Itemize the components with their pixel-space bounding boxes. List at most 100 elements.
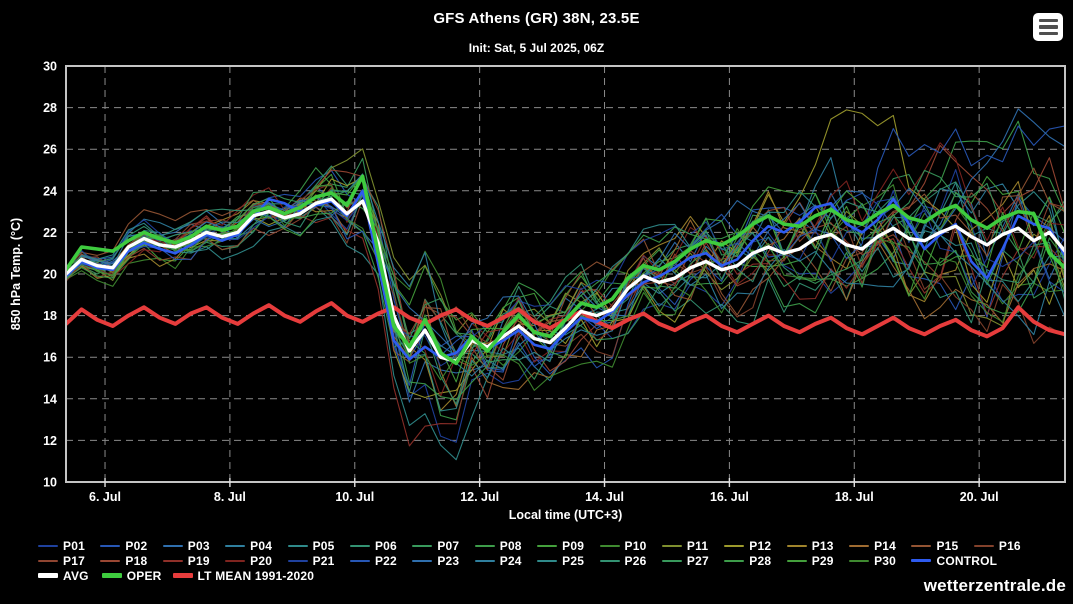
- legend-item-p01: P01: [38, 539, 100, 553]
- legend-swatch: [724, 544, 745, 547]
- legend-item-p06: P06: [349, 538, 412, 553]
- legend-swatch: [162, 559, 183, 562]
- x-tick-label: 14. Jul: [585, 490, 624, 504]
- legend-label: P13: [811, 538, 834, 553]
- x-axis-title: Local time (UTC+3): [509, 508, 623, 522]
- legend-item-p12: P12: [724, 539, 786, 553]
- series-P28: [66, 197, 1065, 400]
- legend-row-members-2: P17 P18 P19 P20 P21 P22 P23 P24 P25 P26 P27 P28 P29 P…: [0, 553, 1073, 568]
- legend-item-lt-mean-1991-2020: LT MEAN 1991-2020: [172, 568, 315, 583]
- legend-item-p20: P20: [225, 554, 287, 568]
- legend-label: P30: [874, 553, 897, 568]
- y-tick-label: 20: [43, 268, 57, 282]
- legend-item-oper: OPER: [101, 568, 162, 583]
- legend-label: P07: [437, 538, 460, 553]
- legend-swatch: [287, 559, 308, 562]
- legend-swatch: [537, 544, 558, 547]
- legend-label: OPER: [126, 568, 162, 583]
- legend-label: P03: [187, 538, 210, 553]
- legend-label: P11: [686, 538, 709, 553]
- legend-swatch: [412, 559, 433, 562]
- legend-item-p15: P15: [911, 539, 973, 553]
- legend-swatch: [101, 573, 122, 578]
- legend-label: P04: [250, 538, 273, 553]
- legend-item-p13: P13: [786, 538, 849, 553]
- legend-item-p08: P08: [474, 539, 537, 553]
- legend-label: P01: [63, 538, 85, 553]
- legend-swatch: [349, 559, 370, 562]
- y-tick-label: 26: [43, 143, 57, 157]
- menu-button[interactable]: [1033, 13, 1063, 41]
- legend-swatch: [38, 559, 58, 562]
- y-tick-label: 24: [43, 184, 57, 198]
- chart-legend: P01 P02 P03 P04 P05 P06 P07 P08 P09 P10 P11 P12 P13 P…: [0, 538, 1073, 583]
- y-tick-label: 22: [43, 226, 57, 240]
- y-tick-label: 28: [43, 101, 57, 115]
- legend-swatch: [474, 544, 495, 547]
- y-tick-label: 30: [43, 60, 57, 74]
- legend-label: P23: [437, 553, 460, 568]
- legend-row-main-series: AVG OPER LT MEAN 1991-2020: [0, 568, 1073, 583]
- legend-swatch: [724, 559, 745, 562]
- legend-label: P29: [811, 553, 834, 568]
- legend-label: P02: [125, 538, 148, 553]
- legend-swatch: [599, 559, 620, 562]
- legend-item-p02: P02: [100, 539, 162, 553]
- legend-label: P27: [686, 553, 709, 568]
- legend-swatch: [100, 544, 121, 547]
- legend-label: LT MEAN 1991-2020: [197, 568, 315, 583]
- legend-item-p19: P19: [162, 553, 225, 568]
- legend-swatch: [911, 558, 932, 563]
- watermark: wetterzentrale.de: [923, 576, 1066, 595]
- legend-item-p27: P27: [661, 553, 724, 568]
- series-P20: [66, 142, 1065, 397]
- legend-swatch: [225, 544, 246, 547]
- hamburger-icon: [1038, 25, 1058, 29]
- legend-swatch: [537, 559, 558, 562]
- legend-item-p05: P05: [287, 538, 350, 553]
- legend-item-p30: P30: [849, 554, 911, 568]
- legend-label: P14: [874, 538, 897, 553]
- legend-item-p03: P03: [162, 538, 225, 553]
- legend-item-p09: P09: [537, 539, 599, 553]
- y-tick-label: 12: [43, 434, 57, 448]
- y-tick-label: 16: [43, 351, 57, 365]
- legend-label: P15: [936, 538, 959, 553]
- x-tick-label: 16. Jul: [710, 490, 749, 504]
- series-avg: [66, 197, 1065, 364]
- legend-swatch: [474, 559, 495, 562]
- legend-label: P21: [312, 553, 335, 568]
- hamburger-icon: [1038, 31, 1058, 35]
- legend-swatch: [661, 559, 682, 562]
- legend-swatch: [786, 559, 807, 562]
- hamburger-icon: [1038, 19, 1058, 23]
- legend-item-p16: P16: [973, 539, 1036, 553]
- legend-item-avg: AVG: [38, 569, 89, 583]
- legend-label: P19: [187, 553, 210, 568]
- legend-item-p22: P22: [349, 553, 412, 568]
- series-P05: [66, 181, 1065, 461]
- legend-label: P06: [374, 538, 397, 553]
- legend-item-p04: P04: [225, 539, 287, 553]
- legend-swatch: [973, 544, 994, 547]
- legend-item-control: CONTROL: [911, 554, 997, 568]
- x-tick-label: 18. Jul: [835, 490, 874, 504]
- series-P30: [66, 185, 1065, 391]
- legend-swatch: [661, 544, 682, 547]
- legend-swatch: [100, 559, 121, 562]
- legend-swatch: [38, 573, 58, 578]
- legend-item-p28: P28: [724, 554, 786, 568]
- legend-label: P22: [374, 553, 397, 568]
- legend-label: P25: [562, 553, 585, 568]
- plot-border: [65, 65, 1066, 483]
- legend-swatch: [786, 544, 807, 547]
- legend-label: P05: [312, 538, 335, 553]
- legend-item-p07: P07: [412, 539, 474, 553]
- legend-swatch: [162, 544, 183, 547]
- y-tick-label: 18: [43, 309, 57, 323]
- series-P09: [66, 173, 1065, 333]
- legend-item-p14: P14: [849, 539, 911, 553]
- x-tick-label: 8. Jul: [214, 490, 246, 504]
- legend-label: P28: [749, 553, 772, 568]
